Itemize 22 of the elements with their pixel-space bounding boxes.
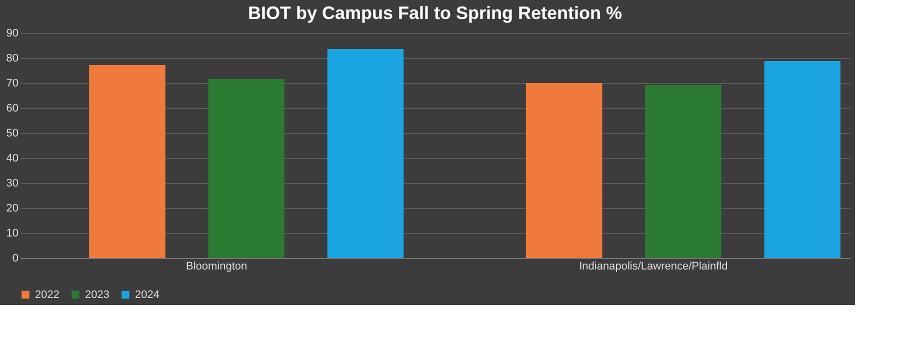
chart-title: BIOT by Campus Fall to Spring Retention % xyxy=(248,3,622,23)
bar xyxy=(645,85,722,258)
bar xyxy=(327,49,404,258)
bar xyxy=(208,79,284,258)
bar xyxy=(764,61,840,258)
y-tick-label: 20 xyxy=(6,202,18,214)
y-tick-label: 30 xyxy=(6,178,18,190)
y-tick-label: 50 xyxy=(6,128,18,140)
legend-label: 2023 xyxy=(85,288,110,301)
bar xyxy=(89,65,166,258)
y-tick-label: 60 xyxy=(6,102,18,114)
y-tick-label: 90 xyxy=(6,28,18,40)
y-tick-label: 40 xyxy=(6,152,18,164)
x-tick-label: Bloomington xyxy=(186,260,248,272)
y-tick-label: 0 xyxy=(12,252,18,264)
x-tick-label: Indianapolis/Lawrence/Plainfld xyxy=(579,260,728,272)
legend-label: 2022 xyxy=(35,288,60,301)
bar xyxy=(526,83,602,258)
y-tick-label: 80 xyxy=(6,52,18,64)
y-tick-label: 10 xyxy=(6,228,18,240)
y-tick-label: 70 xyxy=(6,78,18,90)
legend-label: 2024 xyxy=(135,288,160,301)
